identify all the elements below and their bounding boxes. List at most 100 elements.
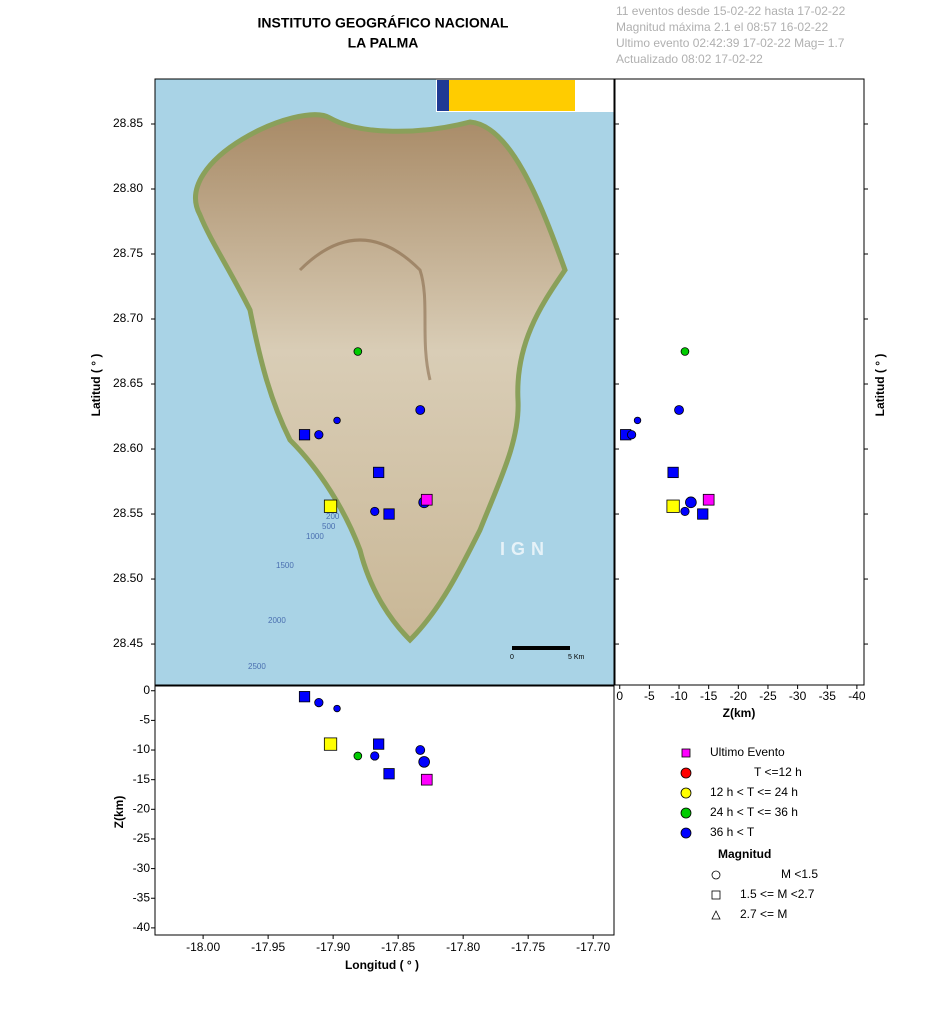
y-tick-label: 28.60 (113, 441, 143, 455)
event-map (383, 508, 395, 520)
event-depth-lat (667, 466, 679, 479)
event-map (373, 466, 385, 479)
legend-label: 2.7 <= M (740, 907, 787, 921)
island (193, 112, 568, 644)
z-tick-label: -25 (759, 689, 777, 703)
event-lon-depth (383, 768, 395, 780)
event-map (420, 493, 433, 506)
contour-label: 500 (322, 522, 336, 531)
event-lon-depth (353, 751, 363, 761)
event-map (323, 499, 338, 513)
x-tick-label: -17.90 (316, 940, 350, 954)
z-axis-label: Z(km) (723, 706, 756, 720)
contour-label: 2500 (248, 662, 266, 671)
y-tick-label: 28.75 (113, 246, 143, 260)
contour-label: 200 (326, 512, 340, 521)
x-tick-label: -17.70 (576, 940, 610, 954)
event-lon-depth (418, 756, 430, 768)
y-tick-label: 28.70 (113, 311, 143, 325)
contour-label: 1000 (306, 532, 324, 541)
y-tick-label: 28.55 (113, 506, 143, 520)
x-tick-label: -18.00 (186, 940, 220, 954)
z-tick-label: -30 (789, 689, 807, 703)
lon-depth-frame (154, 685, 615, 936)
legend-marker (680, 767, 692, 779)
header-line: 11 eventos desde 15-02-22 hasta 17-02-22 (616, 4, 846, 18)
event-depth-lat (674, 405, 684, 415)
legend-marker (680, 807, 692, 819)
contour-label: 1500 (276, 561, 294, 570)
legend-marker (711, 910, 721, 920)
header-line: Magnitud máxima 2.1 el 08:57 16-02-22 (616, 20, 828, 34)
scale-bar (512, 646, 570, 650)
z-tick-label: -5 (644, 689, 655, 703)
z-tick-label: -20 (133, 801, 151, 815)
z-tick-label: 0 (143, 683, 150, 697)
legend-label: M <1.5 (781, 867, 818, 881)
event-depth-lat (680, 347, 690, 356)
z-tick-label: -35 (819, 689, 837, 703)
event-depth-lat (697, 508, 709, 520)
legend-label: 24 h < T <= 36 h (710, 805, 798, 819)
y-tick-label: 28.50 (113, 571, 143, 585)
event-lon-depth (370, 751, 380, 761)
z-tick-label: -15 (133, 772, 151, 786)
scale-label: 0 (510, 654, 514, 661)
caldera-rim (298, 238, 432, 381)
scale-label: 5 Km (568, 654, 585, 661)
logo-ministry (449, 80, 575, 111)
event-lon-depth (420, 773, 433, 786)
x-tick-label: -17.85 (381, 940, 415, 954)
event-map (333, 416, 341, 425)
header-line: Actualizado 08:02 17-02-22 (616, 52, 763, 66)
title: LA PALMA (348, 35, 419, 51)
z-tick-label: -10 (670, 689, 688, 703)
legend-title: Magnitud (718, 847, 771, 861)
z-tick-label: -10 (133, 742, 151, 756)
logo-flag (437, 80, 449, 111)
z-tick-label: -30 (133, 861, 151, 875)
z-axis-label: Z(km) (112, 796, 126, 829)
event-lon-depth (323, 737, 338, 751)
legend-label: 12 h < T <= 24 h (710, 785, 798, 799)
event-depth-lat (702, 493, 715, 506)
legend-label: 36 h < T (710, 825, 755, 839)
event-map (353, 347, 363, 356)
event-lon-depth (298, 691, 311, 703)
y-tick-label: 28.45 (113, 636, 143, 650)
depth-lat-frame (614, 78, 865, 686)
z-tick-label: -25 (133, 831, 151, 845)
x-tick-label: -17.95 (251, 940, 285, 954)
legend-marker (681, 748, 691, 758)
z-tick-label: -20 (730, 689, 748, 703)
z-tick-label: -40 (848, 689, 866, 703)
event-depth-lat (626, 430, 637, 440)
z-tick-label: -35 (133, 890, 151, 904)
event-map (314, 430, 324, 440)
event-depth-lat (685, 496, 697, 509)
x-tick-label: -17.75 (511, 940, 545, 954)
y-tick-label: 28.85 (113, 116, 143, 130)
title: INSTITUTO GEOGRÁFICO NACIONAL (258, 15, 509, 31)
event-depth-lat (633, 416, 642, 425)
z-tick-label: -5 (139, 713, 150, 727)
y-axis-label: Latitud ( ° ) (873, 354, 887, 417)
map-frame (154, 78, 615, 686)
y-axis-label: Latitud ( ° ) (89, 354, 103, 417)
z-tick-label: -40 (133, 920, 151, 934)
x-axis-label: Longitud ( ° ) (345, 958, 419, 972)
legend-label: 1.5 <= M <2.7 (740, 887, 815, 901)
header-line: Ultimo evento 02:42:39 17-02-22 Mag= 1.7 (616, 36, 845, 50)
event-lon-depth (333, 704, 341, 713)
event-depth-lat (680, 506, 690, 517)
legend-label: T <=12 h (754, 765, 802, 779)
y-tick-label: 28.80 (113, 181, 143, 195)
event-lon-depth (415, 745, 426, 755)
legend-marker (680, 787, 692, 799)
x-tick-label: -17.80 (446, 940, 480, 954)
legend-marker (680, 827, 692, 839)
y-tick-label: 28.65 (113, 376, 143, 390)
event-map (415, 405, 426, 415)
legend-label: Ultimo Evento (710, 745, 785, 759)
